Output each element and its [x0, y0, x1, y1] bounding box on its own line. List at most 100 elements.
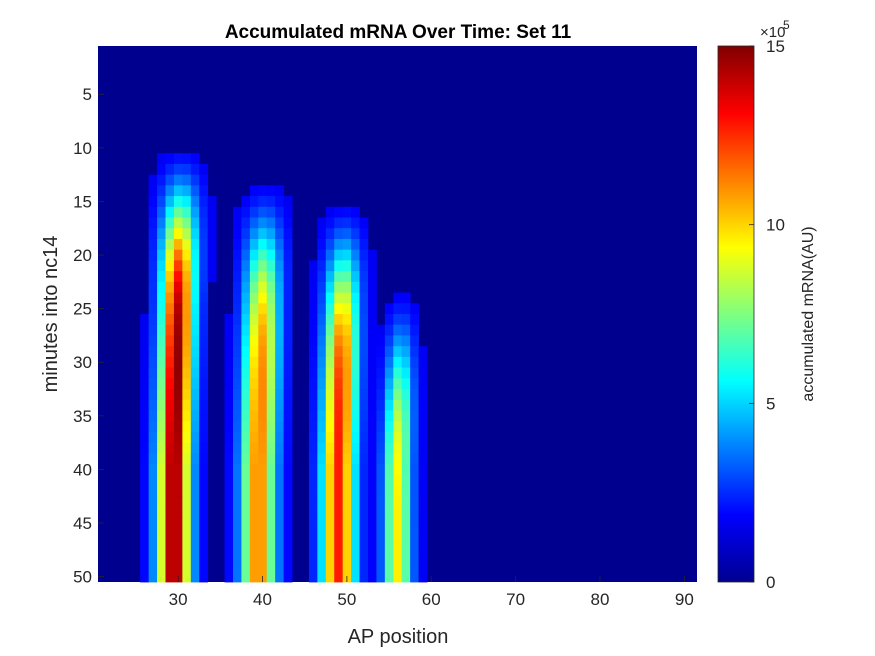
heatmap-cell	[190, 228, 200, 240]
heatmap-cell	[334, 399, 344, 411]
heatmap-cell	[325, 206, 335, 218]
heatmap-cell	[224, 324, 234, 336]
heatmap-cell	[165, 539, 175, 551]
heatmap-cell	[266, 571, 276, 583]
heatmap-cell	[393, 303, 403, 315]
heatmap-cell	[249, 431, 259, 444]
heatmap-cell	[232, 260, 242, 272]
heatmap-cell	[148, 185, 158, 197]
heatmap-cell	[334, 506, 344, 519]
heatmap-cell	[266, 367, 276, 379]
heatmap-cell	[334, 474, 344, 486]
heatmap-cell	[140, 496, 150, 508]
heatmap-cell	[199, 485, 209, 497]
heatmap-cell	[173, 174, 183, 186]
heatmap-cell	[359, 539, 369, 551]
heatmap-cell	[199, 228, 209, 240]
heatmap-cell	[182, 238, 192, 251]
heatmap-cell	[325, 292, 335, 304]
heatmap-cell	[317, 410, 327, 422]
heatmap-cell	[308, 410, 318, 422]
heatmap-cell	[232, 571, 242, 583]
heatmap-cell	[182, 185, 192, 197]
heatmap-cell	[334, 271, 344, 283]
heatmap-cell	[249, 356, 259, 368]
heatmap-cell	[266, 399, 276, 411]
heatmap-cell	[317, 292, 327, 304]
heatmap-cell	[308, 442, 318, 454]
heatmap-cell	[140, 485, 150, 497]
heatmap-cell	[140, 356, 150, 368]
heatmap-cell	[182, 174, 192, 186]
heatmap-cell	[275, 442, 285, 454]
heatmap-cell	[182, 196, 192, 208]
heatmap-cell	[283, 517, 293, 529]
heatmap-cell	[232, 442, 242, 454]
heatmap-cell	[258, 464, 268, 476]
heatmap-cell	[275, 324, 285, 336]
heatmap-cell	[367, 464, 377, 476]
heatmap-cell	[283, 303, 293, 315]
heatmap-cell	[342, 464, 352, 476]
heatmap-cell	[410, 431, 419, 444]
heatmap-cell	[275, 464, 285, 476]
heatmap-cell	[283, 228, 293, 240]
heatmap-cell	[157, 453, 166, 465]
heatmap-cell	[190, 399, 200, 411]
heatmap-cell	[367, 249, 377, 261]
heatmap-cell	[367, 431, 377, 444]
heatmap-cell	[367, 560, 377, 572]
heatmap-cell	[173, 324, 183, 336]
heatmap-cell	[157, 506, 166, 519]
heatmap-cell	[241, 367, 251, 379]
heatmap-cell	[367, 474, 377, 486]
heatmap-cell	[359, 367, 369, 379]
heatmap-cell	[334, 410, 344, 422]
heatmap-cell	[140, 528, 150, 540]
heatmap-cell	[283, 335, 293, 347]
heatmap-cell	[266, 346, 276, 358]
heatmap-cell	[384, 442, 394, 454]
heatmap-cell	[401, 539, 411, 551]
y-axis-ticks: 5 10 15 20 25 30 35 40 45 50	[73, 85, 104, 587]
heatmap-cell	[342, 271, 352, 283]
heatmap-cell	[249, 196, 259, 208]
heatmap-cell	[393, 539, 403, 551]
heatmap-cell	[140, 453, 150, 465]
heatmap-cell	[334, 228, 344, 240]
heatmap-cell	[190, 539, 200, 551]
heatmap-cell	[157, 324, 166, 336]
heatmap-cell	[393, 378, 403, 390]
heatmap-cell	[283, 206, 293, 218]
heatmap-cell	[342, 346, 352, 358]
heatmap-cell	[199, 206, 209, 218]
heatmap-cell	[182, 356, 192, 368]
heatmap-cell	[275, 389, 285, 401]
heatmap-cell	[157, 217, 166, 229]
heatmap-cell	[418, 453, 428, 465]
heatmap-cell	[367, 399, 377, 411]
heatmap-cell	[367, 421, 377, 433]
heatmap-cell	[334, 378, 344, 390]
heatmap-cell	[325, 303, 335, 315]
heatmap-cell	[410, 410, 419, 422]
heatmap-cell	[308, 292, 318, 304]
heatmap-cell	[224, 517, 234, 529]
heatmap-cell	[199, 474, 209, 486]
heatmap-cell	[351, 314, 360, 326]
heatmap-cell	[199, 271, 209, 283]
heatmap-cell	[148, 174, 158, 186]
heatmap-cell	[157, 185, 166, 197]
heatmap-cell	[325, 560, 335, 572]
heatmap-cell	[224, 314, 234, 326]
heatmap-cell	[308, 399, 318, 411]
heatmap-cell	[308, 506, 318, 519]
heatmap-cell	[376, 474, 386, 486]
heatmap-cell	[275, 346, 285, 358]
heatmap-cell	[266, 410, 276, 422]
chart-title: Accumulated mRNA Over Time: Set 11	[225, 22, 572, 43]
heatmap-cell	[241, 324, 251, 336]
heatmap-cell	[173, 453, 183, 465]
heatmap-cell	[182, 506, 192, 519]
heatmap-cell	[401, 292, 411, 304]
